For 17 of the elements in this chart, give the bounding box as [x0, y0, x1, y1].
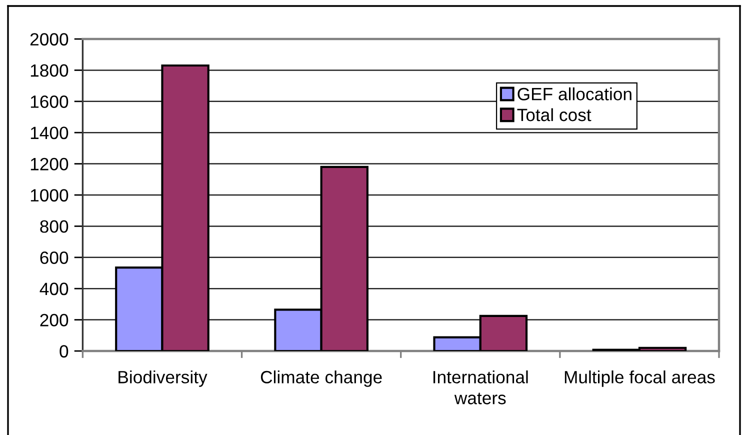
y-tick-label: 0 [60, 345, 68, 358]
x-tick-label: Biodiversity [118, 370, 208, 387]
y-tick-label: 400 [40, 282, 68, 296]
y-tick-label: 1400 [30, 126, 68, 140]
y-tick-label: 1600 [30, 95, 68, 108]
y-tick-label: 200 [40, 314, 68, 326]
y-tick-label: 1800 [30, 64, 68, 77]
y-tick-label: 800 [40, 220, 68, 233]
legend-label: Total cost [517, 108, 592, 122]
legend-label: GEF allocation [518, 87, 632, 100]
x-tick-label: International waters [433, 370, 528, 404]
y-tick-label: 2000 [30, 33, 68, 46]
y-tick-label: 1200 [30, 158, 68, 170]
y-tick-label: 600 [40, 251, 68, 264]
y-tick-label: 1000 [30, 189, 68, 202]
x-tick-label: Climate change [260, 370, 382, 387]
x-tick-label: Multiple focal areas [564, 370, 715, 387]
